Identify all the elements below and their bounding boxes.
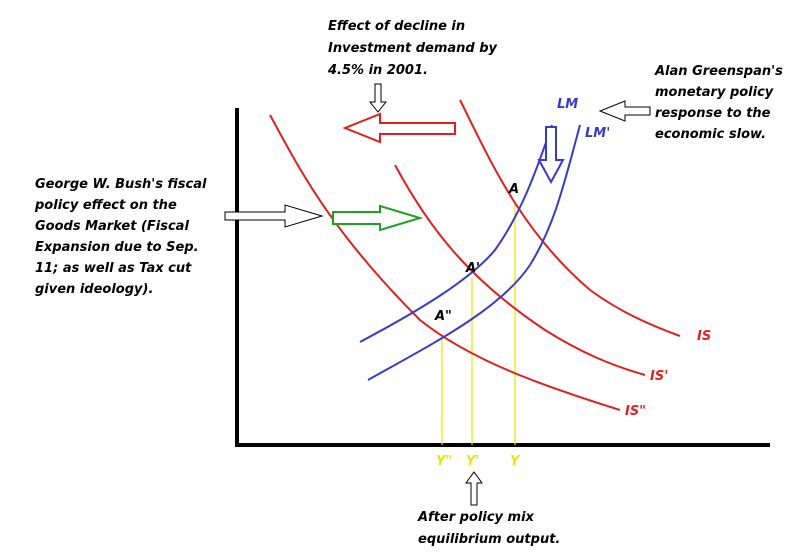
arrows — [224, 83, 651, 506]
greenspan-note: Alan Greenspan's monetary policy respons… — [654, 64, 783, 142]
lm-labels: LM LM' — [557, 97, 610, 141]
lm-curves — [359, 124, 581, 381]
bush-note: George W. Bush's fiscal policy effect on… — [34, 177, 207, 297]
point-label: A' — [465, 261, 480, 276]
investment-note: Effect of decline in Investment demand b… — [327, 19, 498, 78]
note-line: economic slow. — [655, 127, 766, 142]
note-line: 11; as well as Tax cut — [35, 261, 192, 276]
output-label: Y" — [436, 454, 452, 469]
note-line: given ideology). — [35, 282, 153, 297]
note-line: After policy mix — [417, 510, 535, 525]
note-line: response to the — [655, 106, 771, 121]
output-label: Y' — [466, 454, 479, 469]
curve-label: IS" — [625, 404, 646, 419]
note-line: Investment demand by — [328, 41, 498, 56]
note-line: 4.5% in 2001. — [327, 63, 428, 78]
curve-label: IS — [697, 329, 711, 344]
curve-label: LM — [557, 97, 578, 112]
note-line: policy effect on the — [34, 198, 177, 213]
note-line: Expansion due to Sep. — [35, 240, 199, 255]
is-labels: IS IS' IS" — [625, 329, 711, 419]
note-line: George W. Bush's fiscal — [35, 177, 207, 192]
output-label: Y — [510, 454, 521, 469]
output-note: After policy mix equilibrium output. — [417, 510, 560, 547]
output-labels: Y" Y' Y — [436, 454, 521, 469]
point-label: A" — [434, 309, 452, 324]
output-guides — [441, 205, 516, 445]
curve-label: IS' — [650, 369, 668, 384]
note-line: Alan Greenspan's — [654, 64, 783, 79]
point-labels: A A' A" — [434, 182, 519, 324]
note-line: Effect of decline in — [328, 19, 465, 34]
note-line: equilibrium output. — [418, 532, 560, 547]
note-line: monetary policy — [655, 85, 774, 100]
point-label: A — [508, 182, 519, 197]
note-line: Goods Market (Fiscal — [35, 219, 189, 234]
curve-label: LM' — [585, 126, 610, 141]
is-curves — [269, 99, 681, 411]
